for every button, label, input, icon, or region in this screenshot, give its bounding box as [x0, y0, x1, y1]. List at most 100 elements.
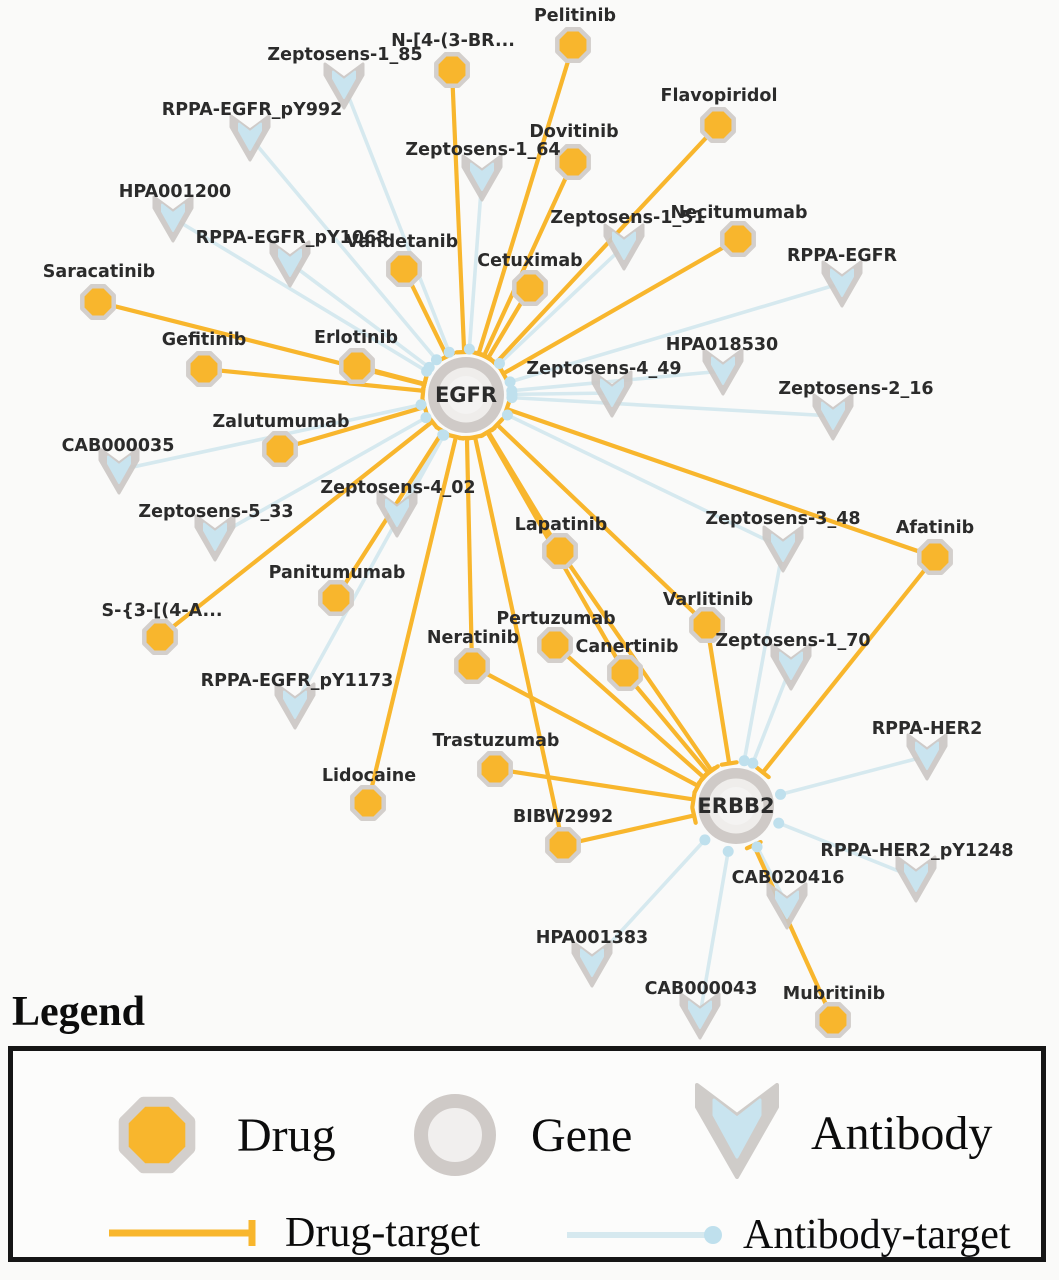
gene-label-erbb2: ERBB2	[697, 794, 774, 818]
drug-target-edge-varlitinib	[495, 423, 709, 627]
drug-node-saracatinib	[80, 284, 116, 320]
node-label-zeptosens-1-64: Zeptosens-1_64	[405, 140, 560, 160]
edge-endpoint-dot	[722, 845, 734, 857]
antibody-chevron-inner	[821, 401, 845, 430]
drug-node-panitumumab	[318, 580, 354, 616]
drug-node-varlitinib	[689, 607, 725, 643]
drug-target-edge-icon	[109, 1220, 256, 1246]
node-label-necitumumab: Necitumumab	[671, 203, 808, 223]
legend-antibody-label: Antibody	[811, 1106, 993, 1160]
node-label-neratinib: Neratinib	[427, 628, 519, 648]
antibody-node-zeptosens-1-51	[603, 223, 645, 271]
node-label-rppa-egfr-py1068: RPPA-EGFR_pY1068	[196, 228, 389, 248]
edge-endpoint-dot	[751, 841, 763, 853]
node-label-cab000043: CAB000043	[645, 979, 758, 999]
antibody-chevron-inner	[830, 268, 854, 297]
antibody-target-edge-zeptosens-3-48	[506, 413, 784, 550]
antibody-node-zeptosens-1-85	[323, 62, 365, 110]
edge-endpoint-dot	[504, 376, 516, 388]
drug-node-neratinib	[454, 648, 490, 684]
edge-endpoint-dot	[506, 392, 518, 404]
antibody-chevron-inner	[600, 378, 624, 407]
node-label-zeptosens-3-48: Zeptosens-3_48	[705, 509, 860, 529]
antibody-node-rppa-her2-py1248	[895, 855, 937, 903]
antibody-chevron-inner	[238, 122, 262, 151]
drug-edge-tee	[479, 352, 497, 365]
edge-endpoint-dot	[423, 361, 435, 373]
drug-edge-tee	[700, 766, 717, 780]
drug-node-gefitinib	[186, 351, 222, 387]
antibody-node-zeptosens-5-33	[194, 514, 236, 562]
node-label-zeptosens-1-51: Zeptosens-1_51	[550, 208, 705, 228]
drug-node-pertuzumab	[537, 627, 573, 663]
antibody-chevron-inner	[332, 70, 356, 99]
drug-target-edge-trastuzumab	[494, 766, 694, 802]
drug-target-edge-neratinib	[471, 664, 699, 788]
node-label-mubritinib: Mubritinib	[783, 984, 885, 1004]
drug-target-edge-neratinib	[464, 437, 475, 667]
node-label-s-3-4-a: S-{3-[(4-A...	[101, 601, 222, 621]
drug-node-necitumumab	[720, 221, 756, 257]
antibody-target-edge-zeptosens-1-64	[467, 176, 484, 350]
node-label-varlitinib: Varlitinib	[663, 590, 753, 610]
drug-target-edge-bibw2992	[473, 436, 566, 846]
drug-node-cetuximab	[512, 270, 548, 306]
antibody-target-edge-rppa-egfr-py1173	[293, 434, 446, 706]
antibody-chevron-inner	[904, 863, 928, 892]
antibody-node-zeptosens-4-02	[376, 490, 418, 538]
node-label-zeptosens-1-70: Zeptosens-1_70	[715, 631, 870, 651]
antibody-node-rppa-her2	[906, 733, 948, 781]
edge-endpoint-dot	[438, 429, 450, 441]
node-label-pelitinib: Pelitinib	[534, 6, 616, 26]
edge-endpoint-dot	[738, 755, 750, 767]
node-label-rppa-her2: RPPA-HER2	[872, 719, 983, 739]
node-label-rppa-egfr: RPPA-EGFR	[787, 246, 898, 266]
drug-antibody-nodes	[80, 27, 953, 1040]
legend-box: Drug Gene Antibody Drug-target	[8, 1046, 1046, 1262]
drug-node-vandetanib	[386, 251, 422, 287]
antibody-node-hpa001383	[571, 940, 613, 988]
antibody-chevron-inner	[385, 498, 409, 527]
legend-antibody-target-label: Antibody-target	[743, 1212, 1011, 1258]
node-label-rppa-egfr-py992: RPPA-EGFR_pY992	[162, 100, 343, 120]
antibody-node-zeptosens-1-70	[770, 643, 812, 691]
gene-core	[717, 787, 755, 825]
drug-node-afatinib	[917, 539, 953, 575]
antibody-chevron-inner	[161, 203, 185, 232]
antibody-chevron-inner	[203, 522, 227, 551]
antibody-node-rppa-egfr-py992	[229, 114, 271, 162]
drug-target-edge-afatinib	[761, 555, 937, 774]
node-label-zeptosens-4-02: Zeptosens-4_02	[320, 478, 475, 498]
antibody-chevron-inner	[612, 231, 636, 260]
edge-endpoint-dot	[773, 817, 785, 829]
gene-label-egfr: EGFR	[435, 383, 497, 407]
edge-endpoint-dot	[493, 357, 505, 369]
antibody-target-edge-zeptosens-3-48	[742, 547, 785, 762]
drug-target-edge-canertinib	[623, 671, 711, 775]
drug-target-edge-varlitinib	[704, 624, 732, 764]
node-label-panitumumab: Panitumumab	[269, 563, 406, 583]
node-label-flavopiridol: Flavopiridol	[661, 86, 778, 106]
drug-node-mubritinib	[815, 1002, 851, 1038]
antibody-chevron-icon	[695, 1083, 779, 1179]
drug-node-flavopiridol	[700, 107, 736, 143]
drug-edge-tee	[719, 760, 739, 767]
drug-node-pelitinib	[555, 27, 591, 63]
edge-endpoint-dot	[463, 343, 475, 355]
antibody-chevron-inner	[470, 162, 494, 191]
antibody-target-edge-rppa-egfr	[509, 281, 843, 384]
gene-circle-icon	[414, 1094, 496, 1176]
antibody-target-edge-rppa-egfr-py992	[248, 135, 438, 361]
node-label-lidocaine: Lidocaine	[322, 766, 416, 786]
drug-target-edge-lidocaine	[365, 436, 458, 804]
node-label-n-4-3-br: N-[4-(3-BR...	[391, 31, 515, 51]
drug-target-edge-pertuzumab	[553, 643, 706, 779]
drug-node-canertinib	[607, 655, 643, 691]
node-label-gefitinib: Gefitinib	[162, 330, 247, 350]
node-label-zeptosens-4-49: Zeptosens-4_49	[526, 359, 681, 379]
antibody-node-hpa001200	[152, 195, 194, 243]
drug-target-edge-dovitinib	[482, 161, 575, 357]
drug-target-edge-n-4-3-br	[449, 69, 467, 353]
drug-target-edge-pelitinib	[476, 44, 576, 355]
